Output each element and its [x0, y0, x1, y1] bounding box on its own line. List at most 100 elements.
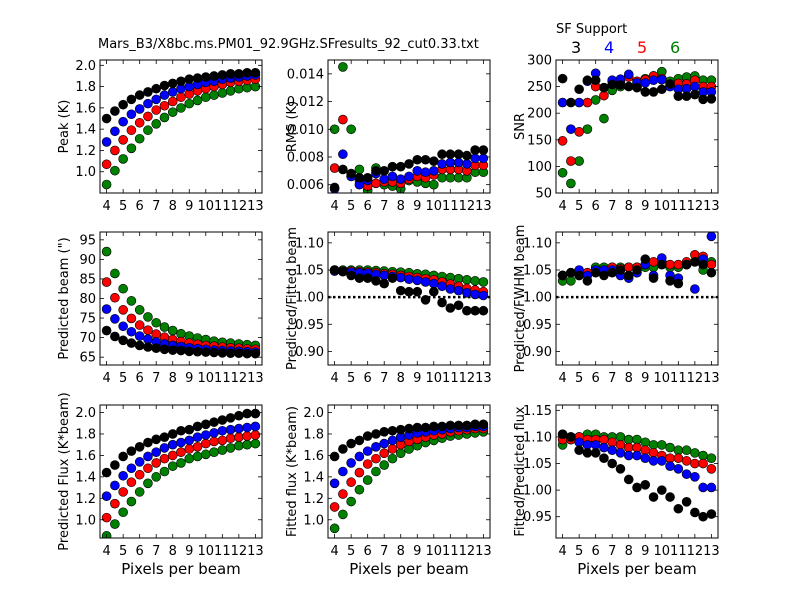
- y-tick-label: 1.8: [75, 80, 96, 95]
- data-point-sf6: [346, 496, 356, 507]
- data-point-sf3: [648, 492, 659, 502]
- data-point-sf3: [192, 421, 203, 432]
- data-point-sf3: [134, 340, 145, 351]
- data-point-sf3: [665, 276, 675, 286]
- y-tick-label: 2.0: [75, 59, 96, 74]
- data-point-sf3: [470, 419, 480, 430]
- data-point-sf4: [478, 290, 489, 301]
- data-point-sf3: [412, 286, 423, 297]
- x-tick-label: 11: [214, 371, 231, 386]
- data-point-sf3: [590, 448, 601, 458]
- x-tick-label: 8: [169, 199, 177, 214]
- data-point-sf5: [648, 448, 659, 458]
- data-point-sf3: [673, 91, 684, 101]
- data-point-sf3: [574, 445, 584, 456]
- data-point-sf3: [632, 482, 642, 493]
- data-point-sf6: [151, 119, 161, 129]
- data-point-sf3: [395, 161, 406, 172]
- data-point-sf3: [404, 159, 414, 169]
- x-axis-label: Pixels per beam: [121, 560, 241, 578]
- panel-snr: 4 5 6 7 8 9 10 11 12 13 50 100 150 200 250 300 SNR: [513, 54, 720, 215]
- data-point-sf3: [201, 72, 211, 82]
- x-axis-label: Pixels per beam: [577, 560, 697, 578]
- data-point-sf3: [209, 347, 219, 358]
- data-point-sf4: [143, 98, 153, 109]
- y-tick-label: 250: [527, 80, 552, 95]
- y-axis-label: Fitted/Predicted flux: [513, 406, 528, 537]
- data-point-sf5: [338, 489, 348, 499]
- x-tick-label: 12: [459, 199, 476, 214]
- data-point-sf3: [437, 297, 447, 308]
- data-point-sf3: [632, 82, 642, 93]
- data-point-sf3: [329, 451, 340, 462]
- y-tick-label: 1.05: [523, 457, 552, 472]
- data-point-sf4: [648, 75, 659, 86]
- y-tick-label: 0.95: [295, 318, 324, 333]
- data-point-sf3: [706, 267, 717, 278]
- x-tick-label: 13: [247, 199, 264, 214]
- data-point-sf3: [706, 509, 717, 519]
- y-tick-label: 1.2: [303, 492, 324, 507]
- panel-fitted_predicted_flux: 4 5 6 7 8 9 10 11 12 13 0.95 1.00 1.05 1.10 1.15Fitted…: [513, 404, 720, 578]
- data-point-sf6: [698, 450, 708, 461]
- x-tick-label: 10: [198, 544, 215, 559]
- y-tick-label: 0.012: [287, 95, 324, 110]
- data-point-sf4: [462, 287, 472, 298]
- data-point-sf3: [462, 305, 472, 316]
- data-point-sf4: [404, 274, 414, 285]
- data-point-sf3: [242, 408, 252, 419]
- data-point-sf6: [176, 458, 186, 468]
- data-point-sf6: [151, 317, 161, 328]
- x-tick-label: 8: [397, 199, 405, 214]
- data-point-sf5: [217, 435, 228, 446]
- data-point-sf6: [110, 268, 120, 279]
- data-point-sf3: [176, 425, 186, 436]
- y-tick-label: 1.15: [523, 404, 552, 419]
- data-point-sf3: [395, 424, 406, 435]
- data-point-sf3: [590, 267, 601, 278]
- x-tick-label: 9: [641, 544, 649, 559]
- data-point-sf3: [681, 91, 692, 101]
- data-point-sf4: [445, 157, 456, 168]
- data-point-sf3: [338, 444, 348, 454]
- data-point-sf3: [217, 348, 228, 358]
- data-point-sf3: [110, 106, 120, 116]
- data-point-sf3: [242, 348, 252, 359]
- data-point-sf4: [225, 424, 236, 435]
- data-point-sf3: [648, 87, 659, 97]
- axes-frame: [555, 404, 719, 539]
- data-point-sf5: [192, 442, 203, 452]
- data-point-sf3: [632, 265, 642, 275]
- data-point-sf3: [101, 113, 112, 124]
- data-point-sf3: [582, 75, 593, 86]
- data-point-sf4: [118, 116, 128, 127]
- y-tick-label: 1.05: [295, 264, 324, 279]
- data-point-sf3: [362, 273, 373, 283]
- data-point-sf3: [225, 348, 236, 359]
- data-point-sf5: [101, 512, 112, 523]
- data-point-sf5: [209, 436, 219, 447]
- data-point-sf6: [599, 113, 609, 124]
- points-predicted_fitted_beam: [329, 265, 489, 316]
- y-tick-label: 0.90: [295, 345, 324, 360]
- y-tick-label: 1.6: [75, 449, 96, 464]
- data-point-sf4: [445, 284, 456, 294]
- points-predicted_beam: [101, 246, 261, 359]
- data-point-sf4: [176, 437, 186, 448]
- data-point-sf4: [338, 466, 348, 477]
- x-tick-label: 7: [152, 544, 160, 559]
- data-point-sf3: [225, 413, 236, 423]
- data-point-sf4: [387, 171, 398, 182]
- data-point-sf5: [623, 262, 634, 273]
- points-peak: [101, 67, 261, 190]
- panel-predicted_fwhm_beam: 4 5 6 7 8 9 10 11 12 13 0.90 0.95 1.00 1.05 1.10Predic…: [513, 225, 720, 386]
- data-point-sf4: [599, 442, 609, 453]
- data-point-sf3: [453, 300, 464, 311]
- x-tick-label: 6: [136, 199, 144, 214]
- data-point-sf4: [665, 461, 675, 471]
- data-point-sf5: [101, 159, 112, 170]
- data-point-sf5: [632, 442, 642, 453]
- x-tick-label: 12: [459, 371, 476, 386]
- data-point-sf3: [242, 67, 252, 78]
